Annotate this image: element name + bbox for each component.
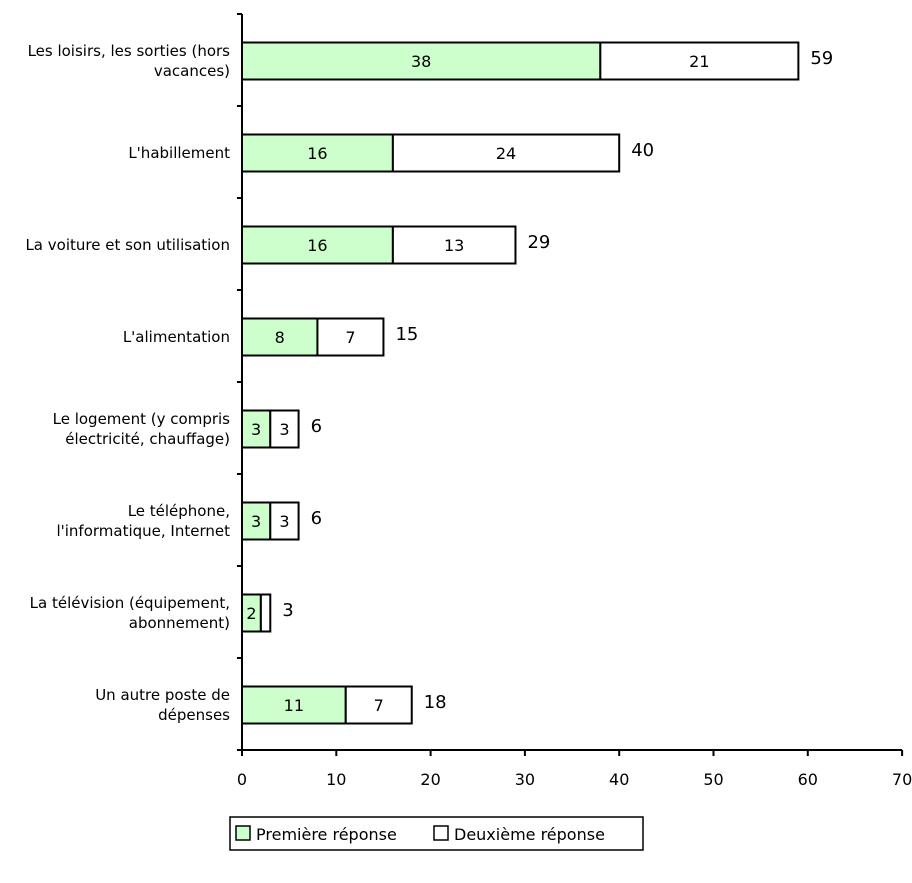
bars-layer	[241, 41, 800, 725]
segment-value-label: 16	[307, 144, 327, 163]
segment-value-label: 2	[246, 604, 256, 623]
bar-segment-second	[599, 41, 800, 81]
segment-value-label: 24	[496, 144, 516, 163]
legend: Première réponse Deuxième réponse	[229, 816, 644, 851]
segment-value-label: 38	[411, 52, 431, 71]
category-label: L'habillement	[128, 144, 230, 162]
bar-segment-second	[391, 133, 621, 173]
legend-label: Deuxième réponse	[454, 825, 605, 844]
segment-value-label: 7	[374, 696, 384, 715]
segment-value-label: 8	[275, 328, 285, 347]
total-value-label: 29	[527, 232, 550, 253]
category-label: dépenses	[158, 706, 230, 724]
x-tick-label: 0	[237, 770, 247, 789]
category-label: abonnement)	[129, 614, 230, 632]
segment-value-label: 3	[251, 512, 261, 531]
category-label: L'alimentation	[123, 328, 230, 346]
segment-value-label: 13	[444, 236, 464, 255]
category-label: La voiture et son utilisation	[25, 236, 230, 254]
total-value-label: 15	[395, 324, 418, 345]
x-tick-label: 60	[798, 770, 818, 789]
category-label: l'informatique, Internet	[56, 522, 230, 540]
bar-segment-first	[241, 133, 394, 173]
bar-segment-first	[241, 225, 394, 265]
category-label: Un autre poste de	[95, 686, 230, 704]
bar-segment-second	[269, 409, 300, 449]
x-tick-label: 30	[515, 770, 535, 789]
legend-swatch	[433, 825, 449, 841]
segment-value-label: 16	[307, 236, 327, 255]
x-tick-label: 50	[703, 770, 723, 789]
bar-segment-second	[391, 225, 517, 265]
segment-value-label: 3	[251, 420, 261, 439]
category-label: vacances)	[154, 62, 230, 80]
segment-value-label: 21	[689, 52, 709, 71]
total-value-label: 59	[810, 48, 833, 69]
category-label: Les loisirs, les sorties (hors	[28, 42, 231, 60]
bar-segment-second	[269, 501, 300, 541]
total-value-label: 6	[311, 416, 322, 437]
axes-layer: 0 10 20 30 40 50 60 70	[237, 13, 912, 789]
category-labels-layer: Les loisirs, les sorties (hors vacances) L…	[25, 42, 230, 724]
segment-value-label: 3	[279, 512, 289, 531]
category-label: La télévision (équipement,	[30, 594, 230, 612]
legend-swatch	[235, 825, 251, 841]
category-label: Le téléphone,	[128, 502, 230, 520]
total-value-label: 6	[311, 508, 322, 529]
x-tick-label: 10	[326, 770, 346, 789]
category-label: Le logement (y compris	[53, 410, 231, 428]
legend-label: Première réponse	[256, 825, 397, 844]
segment-value-label: 3	[279, 420, 289, 439]
total-value-label: 40	[631, 140, 654, 161]
segment-value-label: 7	[345, 328, 355, 347]
category-label: électricité, chauffage)	[65, 430, 230, 448]
x-tick-label: 40	[609, 770, 629, 789]
total-labels-layer: 59 40 29 15 6 6 3 18	[282, 48, 833, 713]
bar-segment-second	[316, 317, 385, 357]
bar-segment-second	[344, 685, 413, 725]
total-value-label: 18	[424, 692, 447, 713]
bar-segment-first	[241, 317, 319, 357]
bar-segment-second	[259, 593, 272, 633]
x-tick-label: 20	[420, 770, 440, 789]
total-value-label: 3	[282, 600, 293, 621]
segment-value-label: 11	[284, 696, 304, 715]
x-tick-label: 70	[892, 770, 912, 789]
